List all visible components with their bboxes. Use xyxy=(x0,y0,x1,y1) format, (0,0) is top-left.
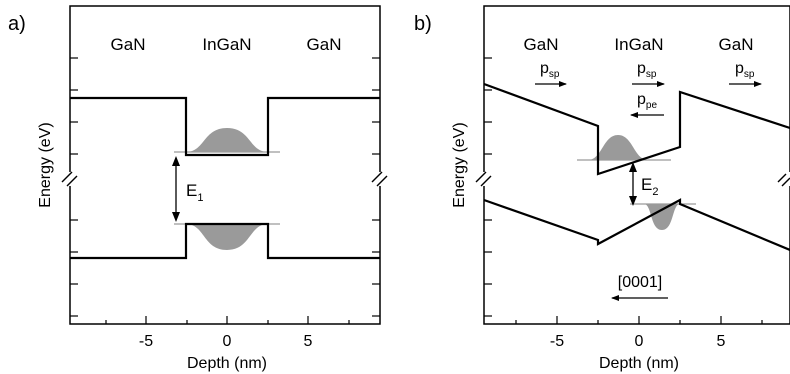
panel-b-gap-arrow-head-up xyxy=(629,162,637,172)
panel-b-axis-break-right xyxy=(777,172,790,187)
panel-a-region-right: GaN xyxy=(307,35,342,54)
panel-a-xlabel: Depth (nm) xyxy=(187,355,267,372)
panel-b-region-left: GaN xyxy=(524,35,559,54)
panel-a-conduction-band xyxy=(70,96,380,157)
panel-a-left-ticks xyxy=(70,57,78,317)
panel-b-gap-arrow-head-down xyxy=(629,196,637,206)
panel-a-bottom-ticks xyxy=(105,316,350,324)
panel-b-xlabel: Depth (nm) xyxy=(599,355,679,372)
panel-b-polarization-label: psp xyxy=(637,60,657,80)
panel-b-hole-wavefunction xyxy=(644,204,680,230)
panel-a-hole-wavefunction xyxy=(186,224,268,250)
panel-a-gap-arrow-head-up xyxy=(172,156,180,166)
panel-a-region-left: GaN xyxy=(111,35,146,54)
panel-b-xtick-label: 5 xyxy=(717,333,726,350)
panel-b-polarization-label: ppe xyxy=(637,91,657,111)
panel-b-ylabel: Energy (eV) xyxy=(451,122,468,207)
panel-b-xtick-label: 0 xyxy=(635,333,644,350)
panel-a-ylabel: Energy (eV) xyxy=(37,122,54,207)
panel-a-valence-band xyxy=(70,222,380,260)
panel-b-valence-band xyxy=(483,198,790,252)
panel-a-axis-break-right xyxy=(371,171,388,187)
panel-a-frame xyxy=(69,5,381,325)
panel-b-direction-label: [0001] xyxy=(618,274,662,291)
panel-b-axis-break-left xyxy=(475,171,492,187)
panel-a-right-ticks xyxy=(372,57,380,317)
panel-b-frame xyxy=(483,5,790,325)
panel-b-electron-wavefunction xyxy=(588,135,648,160)
panel-b-gap-label: E2 xyxy=(641,175,658,198)
panel-a-xtick-label: 0 xyxy=(223,333,232,350)
panel-a-gap-arrow-head-down xyxy=(172,212,180,222)
panel-b-region-middle: InGaN xyxy=(614,35,663,54)
panel-b-bottom-ticks xyxy=(515,316,763,324)
panel-a: a) xyxy=(8,5,388,372)
panel-b-conduction-band xyxy=(483,82,790,176)
panel-b-left-ticks xyxy=(484,57,492,317)
panel-b-polarization-label: psp xyxy=(540,60,560,80)
panel-b-label: b) xyxy=(414,13,432,35)
panel-a-electron-wavefunction xyxy=(186,128,268,152)
panel-b-region-right: GaN xyxy=(719,35,754,54)
panel-a-axis-break-left xyxy=(61,171,78,187)
panel-a-region-middle: InGaN xyxy=(202,35,251,54)
panel-a-gap-label: E1 xyxy=(186,181,203,204)
panel-b-polarization-label: psp xyxy=(735,60,755,80)
panel-a-label: a) xyxy=(8,13,26,35)
panel-a-xtick-label: 5 xyxy=(304,333,313,350)
panel-b-xtick-label: -5 xyxy=(550,333,564,350)
panel-b: b) GaN InGaN GaN xyxy=(414,5,790,372)
panel-a-xtick-label: -5 xyxy=(139,333,153,350)
